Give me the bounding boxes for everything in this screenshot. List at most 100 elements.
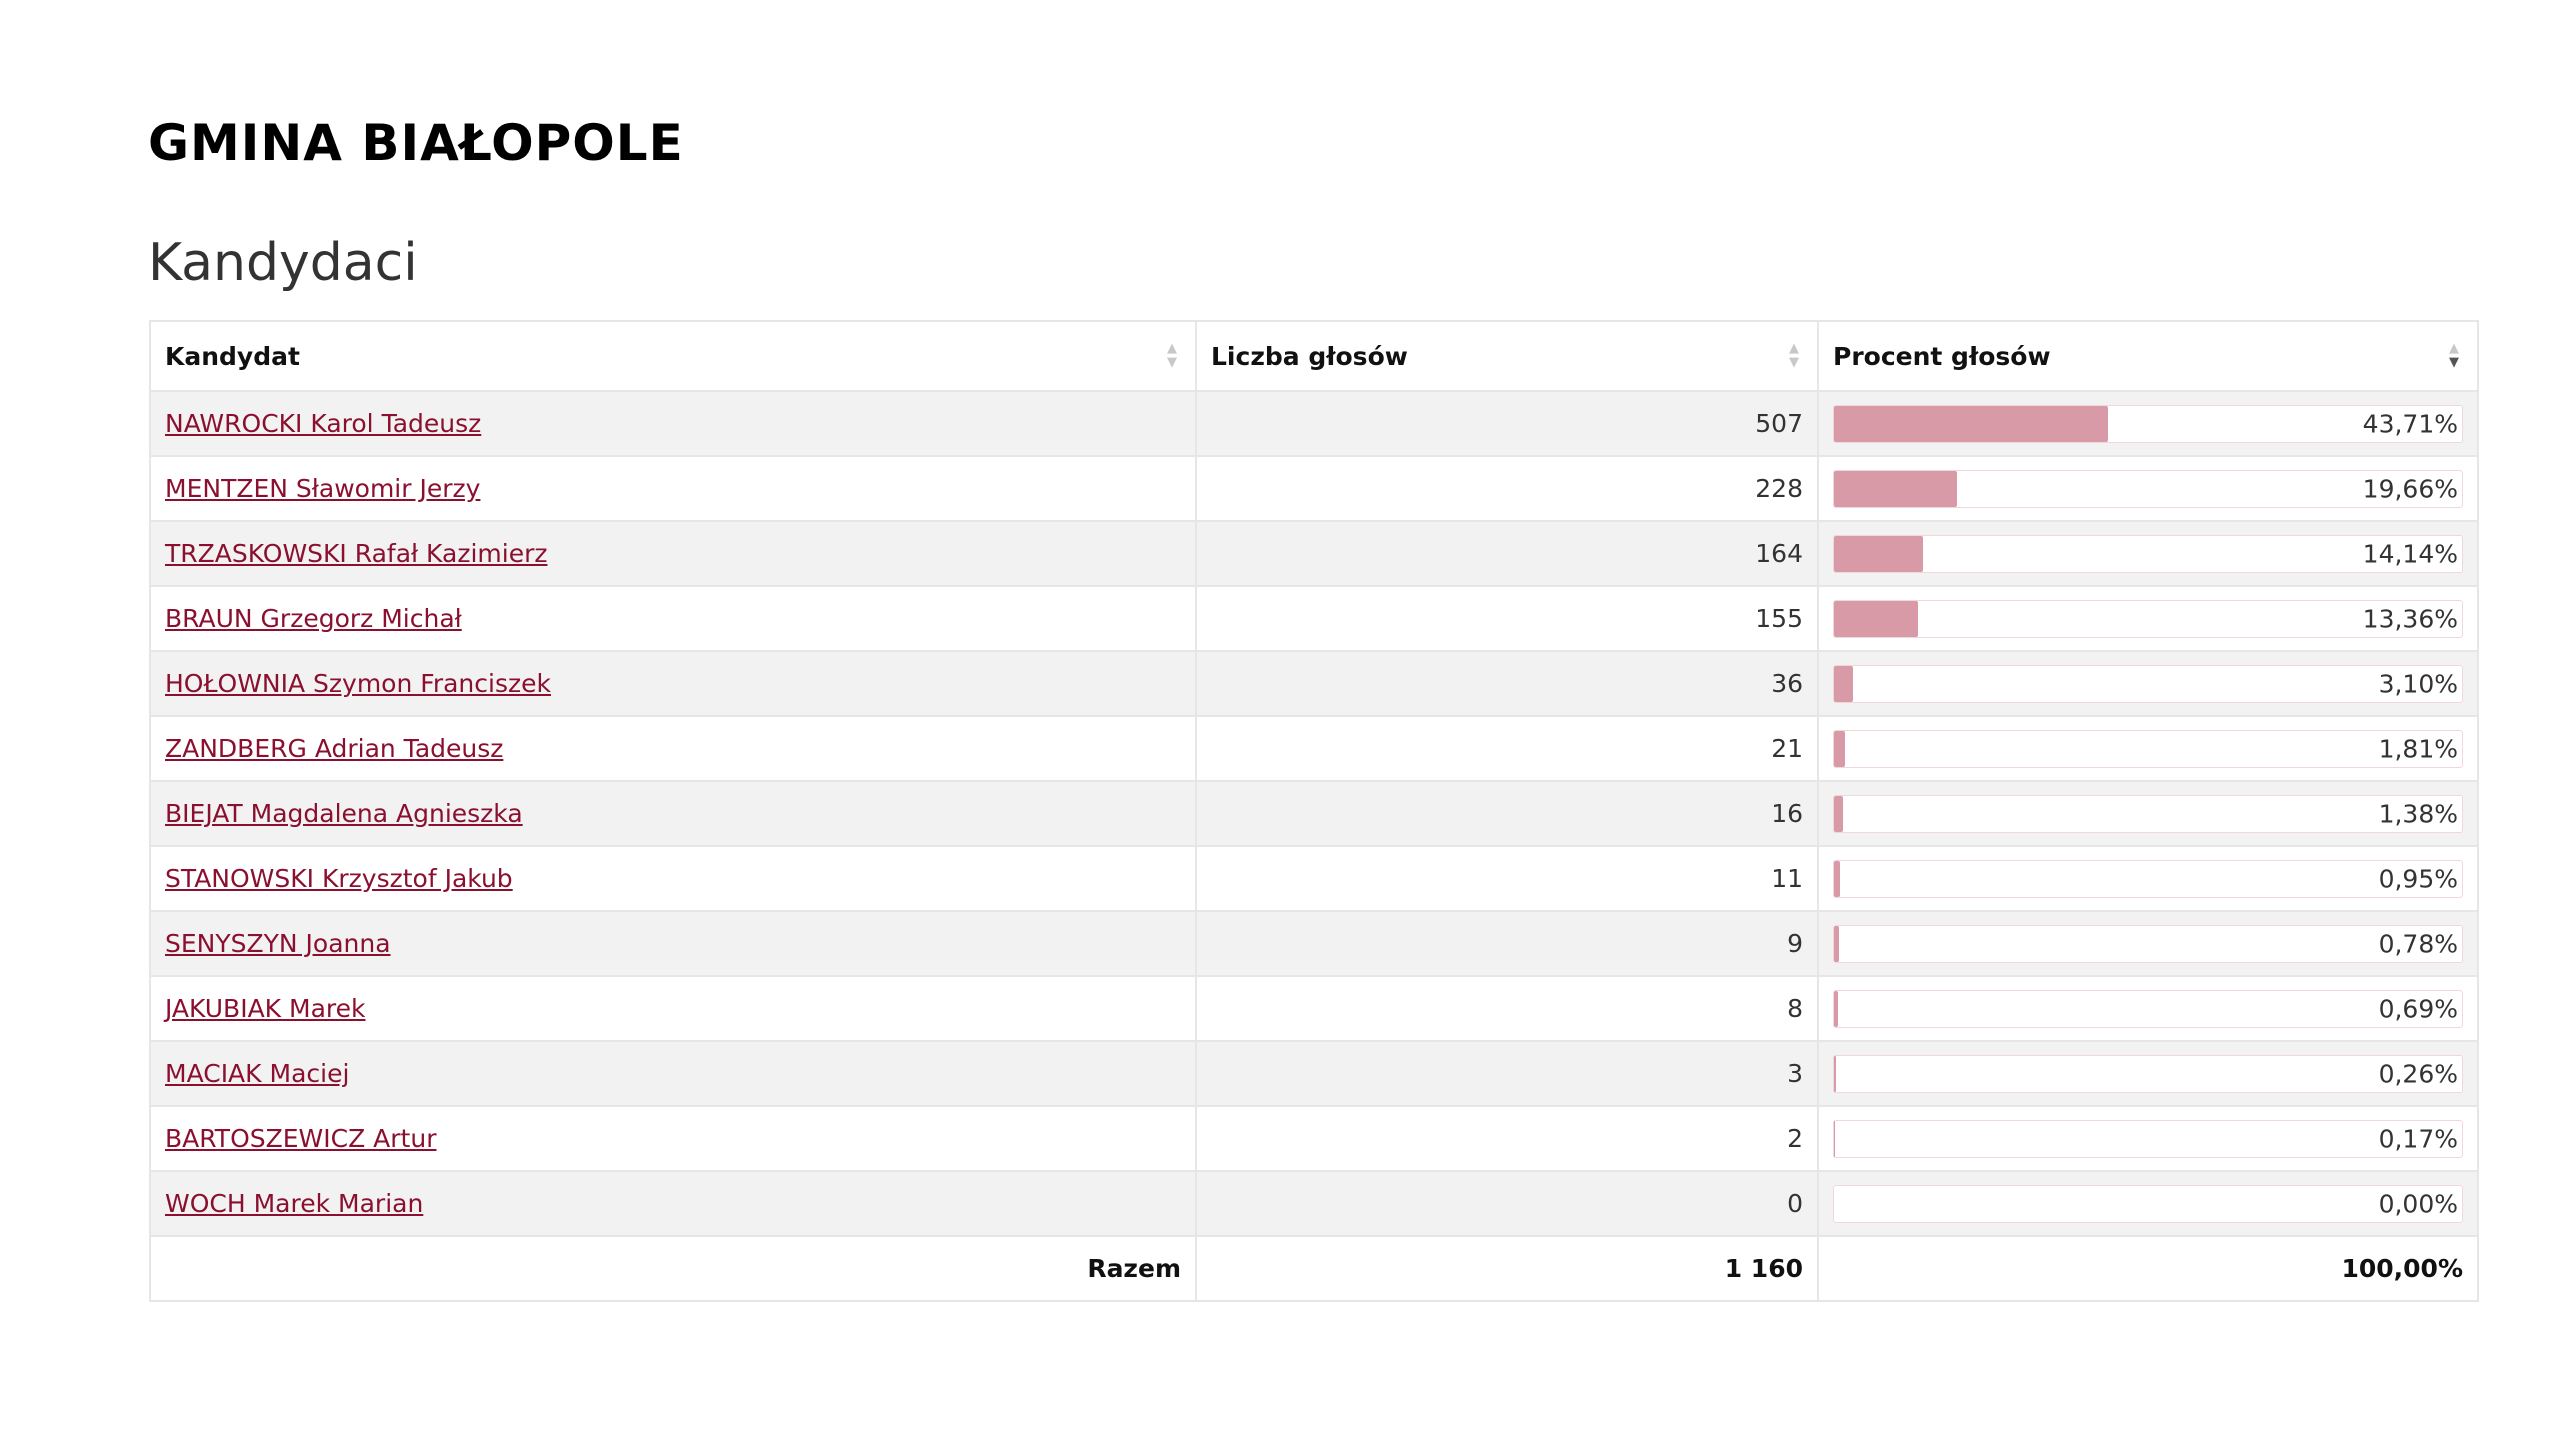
candidate-cell: ZANDBERG Adrian Tadeusz xyxy=(149,715,1197,782)
candidate-cell: SENYSZYN Joanna xyxy=(149,910,1197,977)
percent-bar-fill xyxy=(1834,600,1918,637)
percent-bar: 1,81% xyxy=(1833,729,2463,768)
gmina-title: GMINA BIAŁOPOLE xyxy=(148,114,684,172)
percent-cell: 3,10% xyxy=(1817,650,2479,717)
percent-bar: 0,78% xyxy=(1833,924,2463,963)
column-header-percent-label: Procent głosów xyxy=(1833,341,2051,371)
candidate-link[interactable]: HOŁOWNIA Szymon Franciszek xyxy=(165,669,551,698)
table-row: BIEJAT Magdalena Agnieszka 16 1,38% xyxy=(149,780,2479,847)
percent-label: 0,26% xyxy=(2378,1059,2458,1088)
votes-cell: 16 xyxy=(1195,780,1819,847)
table-row: JAKUBIAK Marek 8 0,69% xyxy=(149,975,2479,1042)
percent-bar: 1,38% xyxy=(1833,794,2463,833)
percent-bar: 0,69% xyxy=(1833,989,2463,1028)
section-title: Kandydaci xyxy=(148,233,418,293)
column-header-percent[interactable]: Procent głosów ▲ ▼ xyxy=(1817,320,2479,392)
percent-bar: 0,26% xyxy=(1833,1054,2463,1093)
percent-cell: 1,81% xyxy=(1817,715,2479,782)
percent-bar: 19,66% xyxy=(1833,469,2463,508)
table-row: TRZASKOWSKI Rafał Kazimierz 164 14,14% xyxy=(149,520,2479,587)
candidate-cell: WOCH Marek Marian xyxy=(149,1170,1197,1237)
percent-bar-fill xyxy=(1834,1055,1836,1092)
candidate-cell: MACIAK Maciej xyxy=(149,1040,1197,1107)
candidate-link[interactable]: BARTOSZEWICZ Artur xyxy=(165,1124,437,1153)
table-row: ZANDBERG Adrian Tadeusz 21 1,81% xyxy=(149,715,2479,782)
votes-cell: 3 xyxy=(1195,1040,1819,1107)
percent-bar-fill xyxy=(1834,535,1923,572)
percent-cell: 0,95% xyxy=(1817,845,2479,912)
percent-label: 0,00% xyxy=(2378,1189,2458,1218)
candidate-link[interactable]: ZANDBERG Adrian Tadeusz xyxy=(165,734,504,763)
candidate-cell: NAWROCKI Karol Tadeusz xyxy=(149,390,1197,457)
percent-label: 19,66% xyxy=(2362,474,2458,503)
percent-bar-fill xyxy=(1834,405,2109,442)
percent-cell: 1,38% xyxy=(1817,780,2479,847)
candidate-cell: MENTZEN Sławomir Jerzy xyxy=(149,455,1197,522)
candidate-link[interactable]: NAWROCKI Karol Tadeusz xyxy=(165,409,482,438)
table-row: MENTZEN Sławomir Jerzy 228 19,66% xyxy=(149,455,2479,522)
percent-bar-fill xyxy=(1834,925,1839,962)
candidate-link[interactable]: BRAUN Grzegorz Michał xyxy=(165,604,462,633)
sort-icon[interactable]: ▲ ▼ xyxy=(1789,341,1799,370)
candidate-cell: STANOWSKI Krzysztof Jakub xyxy=(149,845,1197,912)
votes-cell: 228 xyxy=(1195,455,1819,522)
percent-bar-fill xyxy=(1834,795,1843,832)
votes-cell: 155 xyxy=(1195,585,1819,652)
votes-cell: 2 xyxy=(1195,1105,1819,1172)
column-header-votes-label: Liczba głosów xyxy=(1211,341,1408,371)
column-header-candidate[interactable]: Kandydat ▲ ▼ xyxy=(149,320,1197,392)
candidate-link[interactable]: MACIAK Maciej xyxy=(165,1059,350,1088)
column-header-votes[interactable]: Liczba głosów ▲ ▼ xyxy=(1195,320,1819,392)
candidate-link[interactable]: MENTZEN Sławomir Jerzy xyxy=(165,474,481,503)
percent-cell: 14,14% xyxy=(1817,520,2479,587)
percent-cell: 0,17% xyxy=(1817,1105,2479,1172)
table-row: STANOWSKI Krzysztof Jakub 11 0,95% xyxy=(149,845,2479,912)
table-row: NAWROCKI Karol Tadeusz 507 43,71% xyxy=(149,390,2479,457)
percent-bar-fill xyxy=(1834,730,1846,767)
percent-label: 0,69% xyxy=(2378,994,2458,1023)
candidate-link[interactable]: WOCH Marek Marian xyxy=(165,1189,424,1218)
candidate-cell: HOŁOWNIA Szymon Franciszek xyxy=(149,650,1197,717)
percent-bar: 43,71% xyxy=(1833,404,2463,443)
candidate-link[interactable]: STANOWSKI Krzysztof Jakub xyxy=(165,864,513,893)
percent-bar: 14,14% xyxy=(1833,534,2463,573)
votes-cell: 8 xyxy=(1195,975,1819,1042)
percent-cell: 0,00% xyxy=(1817,1170,2479,1237)
percent-label: 0,95% xyxy=(2378,864,2458,893)
votes-cell: 9 xyxy=(1195,910,1819,977)
percent-bar-fill xyxy=(1834,860,1840,897)
percent-cell: 0,78% xyxy=(1817,910,2479,977)
percent-label: 43,71% xyxy=(2362,409,2458,438)
votes-cell: 11 xyxy=(1195,845,1819,912)
sort-icon[interactable]: ▲ ▼ xyxy=(1167,341,1177,370)
percent-label: 1,38% xyxy=(2378,799,2458,828)
sort-descending-icon[interactable]: ▲ ▼ xyxy=(2449,341,2459,370)
candidate-link[interactable]: SENYSZYN Joanna xyxy=(165,929,391,958)
table-row: WOCH Marek Marian 0 0,00% xyxy=(149,1170,2479,1237)
percent-label: 13,36% xyxy=(2362,604,2458,633)
percent-bar: 0,00% xyxy=(1833,1184,2463,1223)
percent-label: 3,10% xyxy=(2378,669,2458,698)
table-body: NAWROCKI Karol Tadeusz 507 43,71% MENTZEN S… xyxy=(149,390,2479,1237)
candidate-cell: BARTOSZEWICZ Artur xyxy=(149,1105,1197,1172)
footer-percent-total: 100,00% xyxy=(1817,1235,2479,1302)
percent-cell: 0,26% xyxy=(1817,1040,2479,1107)
candidate-link[interactable]: JAKUBIAK Marek xyxy=(165,994,366,1023)
percent-bar: 0,17% xyxy=(1833,1119,2463,1158)
percent-bar-fill xyxy=(1834,665,1854,702)
percent-cell: 0,69% xyxy=(1817,975,2479,1042)
candidate-link[interactable]: TRZASKOWSKI Rafał Kazimierz xyxy=(165,539,548,568)
footer-votes-total: 1 160 xyxy=(1195,1235,1819,1302)
column-header-candidate-label: Kandydat xyxy=(165,341,300,371)
percent-label: 0,17% xyxy=(2378,1124,2458,1153)
candidate-cell: BIEJAT Magdalena Agnieszka xyxy=(149,780,1197,847)
candidate-cell: BRAUN Grzegorz Michał xyxy=(149,585,1197,652)
percent-label: 1,81% xyxy=(2378,734,2458,763)
votes-cell: 0 xyxy=(1195,1170,1819,1237)
percent-bar-fill xyxy=(1834,990,1839,1027)
percent-label: 14,14% xyxy=(2362,539,2458,568)
candidate-link[interactable]: BIEJAT Magdalena Agnieszka xyxy=(165,799,523,828)
table-row: BRAUN Grzegorz Michał 155 13,36% xyxy=(149,585,2479,652)
votes-cell: 507 xyxy=(1195,390,1819,457)
footer-label: Razem xyxy=(149,1235,1197,1302)
